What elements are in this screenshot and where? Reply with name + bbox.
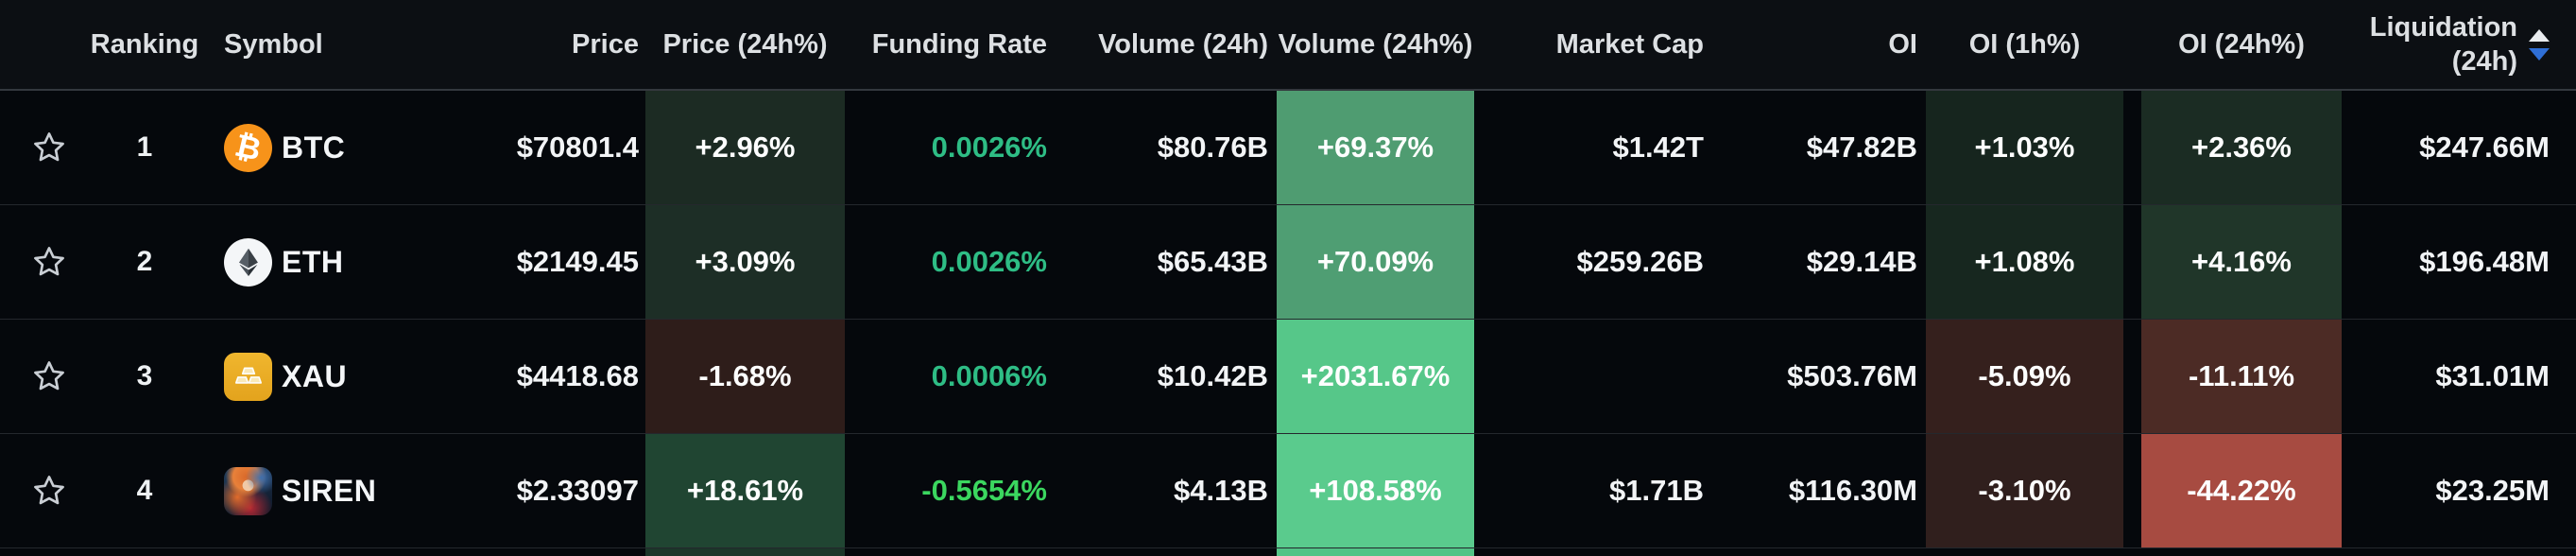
- price-value: $70801.4: [516, 130, 639, 164]
- funding-rate-value: -0.5654%: [921, 474, 1047, 507]
- symbol-cell[interactable]: ₿ BTC: [191, 91, 454, 204]
- volume-24h-value: $4.13B: [1174, 474, 1268, 507]
- market-cap-value: $259.26B: [1576, 245, 1704, 278]
- volume-24h-pct-cell: [1277, 548, 1474, 556]
- liquidation-24h-value: $23.25M: [2435, 474, 2550, 507]
- header-market-cap[interactable]: Market Cap: [1555, 28, 1704, 60]
- sort-desc-icon-active[interactable]: [2529, 47, 2550, 61]
- favorite-star-icon[interactable]: [0, 434, 98, 547]
- header-ranking[interactable]: Ranking: [90, 28, 199, 60]
- oi-24h-pct-cell: -11.11%: [2141, 320, 2342, 433]
- funding-rate-value: 0.0006%: [931, 359, 1047, 392]
- funding-rate-value: 0.0026%: [931, 245, 1047, 278]
- volume-24h-pct-cell: +2031.67%: [1277, 320, 1474, 433]
- table-row[interactable]: 3 XAU $4418.68 -1.68% 0.0006% $10.42B +2…: [0, 320, 2576, 434]
- symbol-name[interactable]: BTC: [282, 130, 346, 165]
- price-24h-pct-cell: [645, 548, 845, 556]
- header-volume-24h-pct[interactable]: Volume (24h%): [1278, 28, 1473, 60]
- symbol-cell[interactable]: ETH: [191, 205, 454, 319]
- market-cap-value: $1.71B: [1609, 474, 1704, 507]
- symbol-cell[interactable]: XAU: [191, 320, 454, 433]
- table-row-partial: [0, 548, 2576, 556]
- rank-value: 3: [136, 360, 153, 391]
- favorite-star-icon[interactable]: [0, 91, 98, 204]
- header-favorite-column: [0, 0, 98, 89]
- header-price-24h-pct[interactable]: Price (24h%): [662, 28, 828, 60]
- column-gap: [2123, 205, 2141, 319]
- header-oi-1h-pct[interactable]: OI (1h%): [1968, 28, 2081, 60]
- favorite-star-icon[interactable]: [0, 320, 98, 433]
- siren-avatar-icon: [224, 466, 272, 515]
- sort-arrows[interactable]: [2529, 28, 2550, 61]
- market-cap-value: $1.42T: [1612, 130, 1704, 164]
- liquidation-24h-value: $247.66M: [2419, 130, 2550, 164]
- liquidation-label-line1: Liquidation: [2369, 11, 2517, 43]
- symbol-cell[interactable]: SIREN: [191, 434, 454, 547]
- oi-24h-pct-cell: -44.22%: [2141, 434, 2342, 547]
- oi-value: $503.76M: [1787, 359, 1917, 392]
- oi-24h-pct-cell: +2.36%: [2141, 91, 2342, 204]
- liquidation-label-line2: (24h): [2451, 46, 2517, 77]
- funding-rate-value: 0.0026%: [931, 130, 1047, 164]
- header-symbol[interactable]: Symbol: [224, 28, 323, 60]
- oi-1h-pct-cell: +1.08%: [1926, 205, 2123, 319]
- table-header-row: Ranking Symbol Price Price (24h%) Fundin…: [0, 0, 2576, 91]
- oi-value: $116.30M: [1788, 474, 1917, 507]
- price-24h-pct-cell: +3.09%: [645, 205, 845, 319]
- oi-1h-pct-cell: +1.03%: [1926, 91, 2123, 204]
- volume-24h-pct-cell: +108.58%: [1277, 434, 1474, 547]
- header-liquidation-24h[interactable]: Liquidation (24h): [2342, 0, 2576, 89]
- volume-24h-value: $65.43B: [1157, 245, 1268, 278]
- price-24h-pct-cell: +2.96%: [645, 91, 845, 204]
- header-price[interactable]: Price: [572, 28, 639, 60]
- price-24h-pct-cell: -1.68%: [645, 320, 845, 433]
- bitcoin-icon: ₿: [224, 123, 272, 172]
- symbol-name[interactable]: ETH: [282, 244, 344, 279]
- symbol-name[interactable]: XAU: [282, 358, 348, 393]
- header-funding-rate[interactable]: Funding Rate: [871, 28, 1047, 60]
- table-row[interactable]: 2 ETH $2149.45 +3.09% 0.0026% $65.43B +7…: [0, 205, 2576, 320]
- liquidation-24h-value: $31.01M: [2435, 359, 2550, 392]
- header-column-gap: [2123, 0, 2141, 89]
- favorite-star-icon[interactable]: [0, 205, 98, 319]
- oi-value: $47.82B: [1806, 130, 1917, 164]
- column-gap: [2123, 91, 2141, 204]
- gold-bars-icon: [224, 352, 272, 401]
- oi-1h-pct-cell: -3.10%: [1926, 434, 2123, 547]
- oi-24h-pct-cell: +4.16%: [2141, 205, 2342, 319]
- volume-24h-value: $10.42B: [1157, 359, 1268, 392]
- volume-24h-pct-cell: +70.09%: [1277, 205, 1474, 319]
- header-volume-24h[interactable]: Volume (24h): [1098, 28, 1268, 60]
- price-value: $2.33097: [516, 474, 639, 507]
- volume-24h-value: $80.76B: [1157, 130, 1268, 164]
- rank-value: 1: [136, 131, 153, 163]
- rank-value: 4: [136, 475, 153, 506]
- rank-value: 2: [136, 246, 153, 277]
- column-gap: [2123, 320, 2141, 433]
- sort-asc-icon[interactable]: [2529, 28, 2550, 42]
- table-row[interactable]: 1 ₿ BTC $70801.4 +2.96% 0.0026% $80.76B …: [0, 91, 2576, 205]
- price-value: $2149.45: [516, 245, 639, 278]
- price-24h-pct-cell: +18.61%: [645, 434, 845, 547]
- symbol-name[interactable]: SIREN: [282, 473, 377, 508]
- oi-value: $29.14B: [1806, 245, 1917, 278]
- column-gap: [2123, 434, 2141, 547]
- liquidation-24h-value: $196.48M: [2419, 245, 2550, 278]
- header-oi[interactable]: OI: [1888, 28, 1917, 60]
- ethereum-icon: [224, 237, 272, 287]
- oi-1h-pct-cell: -5.09%: [1926, 320, 2123, 433]
- header-oi-24h-pct[interactable]: OI (24h%): [2178, 28, 2305, 60]
- table-row[interactable]: 4 SIREN $2.33097 +18.61% -0.5654% $4.13B…: [0, 434, 2576, 548]
- price-value: $4418.68: [516, 359, 639, 392]
- volume-24h-pct-cell: +69.37%: [1277, 91, 1474, 204]
